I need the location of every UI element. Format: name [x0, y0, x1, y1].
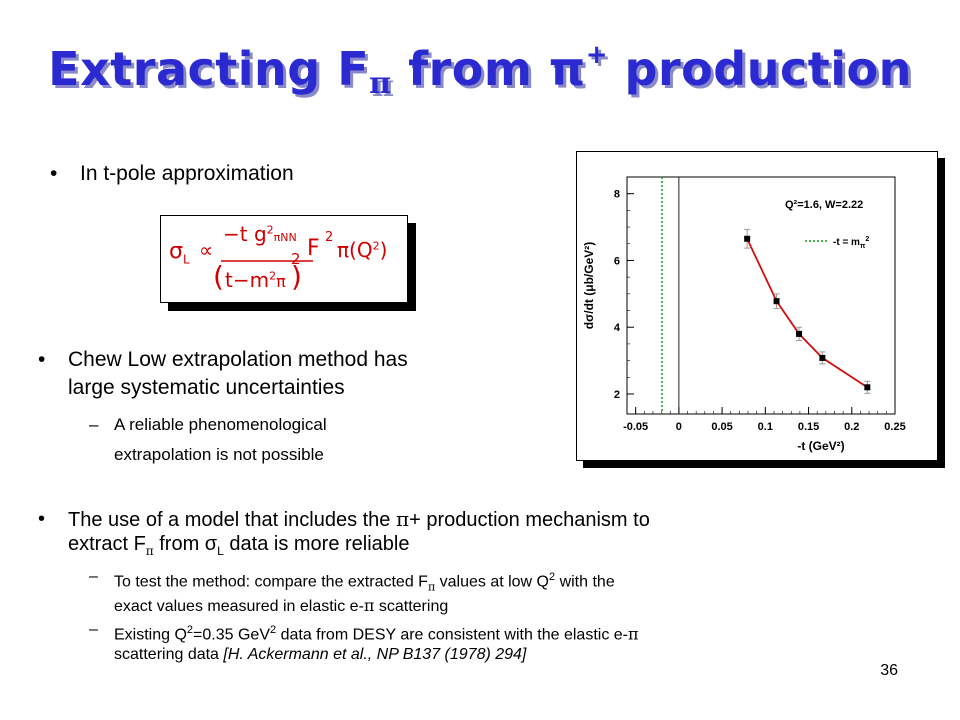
bullet-t-pole: • In t-pole approximation: [50, 160, 294, 188]
bullet-dot: •: [38, 508, 46, 530]
sub-bullet-test-method: – To test the method: compare the extrac…: [89, 568, 615, 615]
bullet-dot: •: [50, 162, 58, 185]
data-point: [819, 354, 826, 361]
x-tick-label: 0.25: [884, 421, 905, 433]
x-tick-label: 0.2: [844, 421, 859, 433]
chart-annotation: Q²=1.6, W=2.22: [785, 199, 863, 211]
data-point: [773, 298, 780, 305]
den-open-paren: (: [213, 260, 224, 293]
sub-bullet-reliable: – A reliable phenomenological extrapolat…: [89, 415, 327, 464]
formula-denominator: t−m2π: [225, 268, 286, 292]
den-close-paren: ): [291, 260, 302, 293]
y-tick-label: 2: [614, 389, 620, 401]
sub-bullet-desy: – Existing Q2=0.35 GeV2 data from DESY a…: [89, 621, 639, 664]
formula-numerator: −t g2πNN: [223, 222, 297, 246]
formula-svg: [221, 260, 313, 262]
t-pole-formula: σL ∝ −t g2πNN ( t−m2π ) 2 F 2 π(Q2): [160, 215, 408, 303]
slide-title: Extracting Fπ from π+ production: [48, 40, 912, 101]
x-tick-label: -0.05: [623, 421, 648, 433]
x-tick-label: 0.1: [758, 421, 773, 433]
x-axis-label: -t (GeV²): [797, 439, 844, 453]
sub-bullet-dash: –: [89, 415, 99, 434]
y-tick-label: 6: [614, 255, 620, 267]
data-point: [796, 330, 803, 337]
sub-bullet-dash: –: [89, 621, 98, 638]
bullet-model: • The use of a model that includes the π…: [38, 507, 650, 558]
formula-F-pi-Q: π(Q2): [337, 238, 388, 262]
den-power: 2: [291, 250, 301, 268]
bullet-chew-low: • Chew Low extrapolation method has larg…: [38, 348, 408, 399]
data-line: [746, 238, 868, 389]
sigma-symbol: σL: [169, 239, 190, 267]
chart-svg: -0.05 0 0.05 0.1 0.15 0.2 0.25 2 4 6 8 Q²=1.6, W=2.…: [582, 176, 906, 453]
x-tick-label: 0: [676, 421, 682, 433]
formula-F: F: [307, 236, 320, 261]
proportional-symbol: ∝: [199, 238, 214, 262]
legend-label: -t = mπ2: [833, 236, 869, 250]
sub-bullet-dash: –: [89, 568, 98, 585]
data-point: [744, 235, 751, 242]
y-tick-label: 4: [614, 322, 621, 334]
x-tick-label: 0.15: [798, 421, 819, 433]
reference-citation: [H. Ackermann et al., NP B137 (1978) 294…: [223, 646, 527, 664]
y-axis-label: dσ/dt (μb/GeV²): [582, 242, 596, 330]
bullet-dot: •: [38, 348, 46, 371]
page-number: 36: [880, 662, 898, 679]
F-power: 2: [325, 230, 334, 245]
data-point: [864, 384, 871, 391]
cross-section-chart: -0.05 0 0.05 0.1 0.15 0.2 0.25 2 4 6 8 Q²=1.6, W=2.…: [576, 151, 938, 461]
x-tick-label: 0.05: [711, 421, 732, 433]
plot-frame: [626, 176, 896, 415]
y-tick-label: 8: [614, 189, 620, 201]
